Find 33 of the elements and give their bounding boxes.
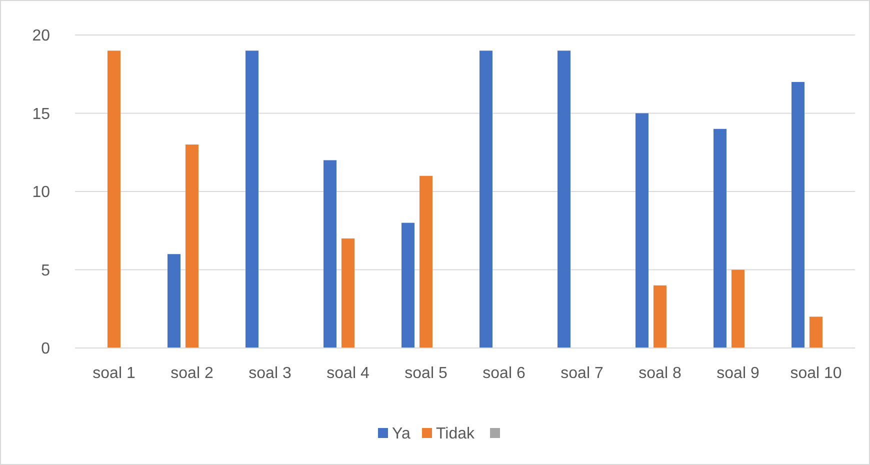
bar (420, 176, 432, 348)
bar (558, 50, 570, 348)
y-tick-label: 15 (32, 106, 50, 123)
bar (186, 144, 198, 348)
x-tick-label: soal 4 (326, 365, 370, 382)
bar (480, 50, 492, 348)
bar (810, 316, 822, 348)
bar (246, 50, 258, 348)
x-tick-label: soal 6 (482, 365, 526, 382)
bar (654, 285, 666, 348)
bar (732, 270, 744, 348)
x-tick-label: soal 3 (248, 365, 292, 382)
x-tick-label: soal 9 (716, 365, 760, 382)
bar (324, 160, 336, 348)
bar (168, 254, 180, 348)
bar (108, 50, 120, 348)
y-tick-label: 5 (41, 262, 50, 280)
y-tick-label: 20 (32, 28, 50, 45)
y-tick-label: 10 (32, 184, 50, 202)
x-tick-label: soal 2 (170, 365, 214, 382)
bar (714, 128, 726, 348)
bar (636, 113, 648, 348)
legend-label: Ya (392, 426, 410, 443)
x-tick-label: soal 8 (638, 365, 682, 382)
x-tick-label: soal 10 (790, 365, 842, 382)
y-tick-label: 0 (41, 340, 50, 358)
x-tick-label: soal 1 (92, 365, 136, 382)
bar (792, 82, 804, 348)
x-tick-label: soal 5 (404, 365, 448, 382)
bar (342, 238, 354, 348)
x-tick-label: soal 7 (560, 365, 604, 382)
bar (402, 222, 414, 348)
legend-label: Tidak (436, 426, 476, 443)
